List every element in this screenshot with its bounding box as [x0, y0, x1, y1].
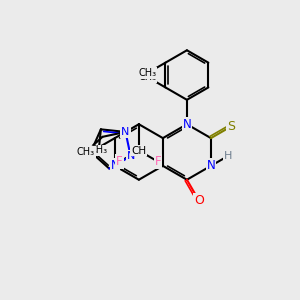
- Text: H: H: [224, 151, 232, 161]
- Text: CH₃: CH₃: [90, 145, 108, 155]
- Text: O: O: [194, 194, 204, 207]
- Text: N: N: [121, 127, 130, 137]
- Text: F: F: [155, 155, 161, 168]
- Text: S: S: [227, 120, 235, 133]
- Text: N: N: [207, 159, 215, 172]
- Text: CH₃: CH₃: [77, 147, 95, 157]
- Text: CH₃: CH₃: [138, 68, 156, 78]
- Text: CH: CH: [131, 146, 146, 156]
- Text: CH₃: CH₃: [138, 72, 156, 82]
- Text: F: F: [116, 155, 123, 168]
- Text: N: N: [110, 159, 119, 172]
- Text: N: N: [182, 118, 191, 131]
- Text: N: N: [127, 151, 135, 161]
